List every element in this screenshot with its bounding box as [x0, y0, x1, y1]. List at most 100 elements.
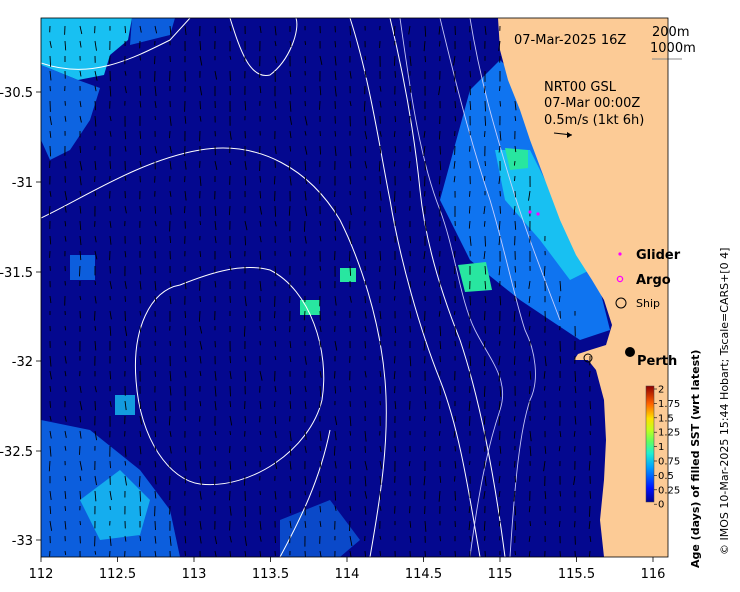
- current-vector: [379, 445, 382, 453]
- current-vector: [319, 325, 322, 332]
- plot-frame: [40, 17, 669, 558]
- current-vector: [94, 295, 97, 304]
- current-vector: [468, 55, 471, 62]
- current-vector: [439, 535, 441, 542]
- current-vector: [499, 85, 501, 91]
- current-vector: [499, 205, 501, 214]
- current-vector: [244, 370, 247, 382]
- current-vector: [529, 430, 532, 442]
- current-vector: [409, 355, 412, 367]
- current-vector: [453, 430, 456, 438]
- current-vector: [199, 340, 203, 350]
- current-vector: [469, 190, 471, 197]
- contour-north-1: [41, 18, 191, 70]
- current-vector: [378, 160, 381, 172]
- current-vector: [528, 280, 531, 289]
- current-vector: [199, 265, 201, 271]
- credit-text: © IMOS 10-Mar-2025 15:44 Hobart; Tscale=…: [718, 248, 731, 555]
- current-vector: [528, 310, 531, 317]
- current-vector: [469, 40, 471, 50]
- current-vector: [349, 160, 352, 169]
- current-vector: [274, 25, 277, 36]
- current-vector: [484, 310, 486, 321]
- current-vector: [139, 415, 143, 425]
- y-tick-label: -32.5: [0, 445, 33, 460]
- current-vector: [214, 400, 217, 411]
- land-western-australia: [498, 18, 668, 557]
- current-vector: [363, 100, 366, 112]
- x-tick-label: 115: [488, 567, 513, 582]
- current-vector: [124, 205, 127, 214]
- current-vector: [589, 400, 591, 410]
- current-vector: [408, 25, 411, 35]
- current-vector: [64, 475, 67, 482]
- current-vector: [319, 220, 322, 226]
- x-tick-label: 116: [641, 567, 666, 582]
- current-vector: [79, 295, 82, 301]
- current-vector: [349, 100, 352, 107]
- contour-eddy-inner: [134, 267, 325, 486]
- current-vector: [588, 370, 591, 378]
- current-vector: [64, 220, 67, 227]
- current-vector: [184, 25, 187, 36]
- current-vector: [244, 355, 247, 362]
- current-vector: [424, 385, 427, 394]
- current-vector: [229, 415, 233, 426]
- current-vector: [79, 445, 81, 455]
- current-vector: [304, 400, 307, 410]
- current-vector: [139, 535, 142, 542]
- current-vector: [334, 55, 337, 66]
- current-vector: [94, 190, 97, 197]
- current-vector: [139, 205, 141, 212]
- current-vector: [198, 310, 201, 322]
- current-vector: [438, 310, 441, 317]
- current-vector: [259, 400, 262, 409]
- current-vector: [409, 280, 412, 288]
- current-vector: [498, 505, 501, 517]
- current-vector: [289, 100, 292, 112]
- current-vector: [289, 430, 292, 442]
- current-vector: [79, 25, 83, 35]
- current-vector: [259, 430, 262, 435]
- current-vector: [199, 355, 202, 364]
- current-vector: [409, 310, 412, 319]
- current-vector: [109, 220, 112, 228]
- argo-legend-label: Argo: [636, 273, 671, 288]
- current-vector: [229, 55, 232, 60]
- current-vector: [513, 325, 516, 336]
- current-vector: [409, 175, 411, 181]
- ship-legend-label: Ship: [636, 297, 660, 310]
- y-tick-label: -30.5: [0, 86, 33, 101]
- contour-mid-1: [349, 18, 481, 557]
- current-vector: [409, 100, 412, 110]
- colorbar-tick-label: 0: [658, 500, 664, 511]
- current-vector: [513, 160, 516, 166]
- city-label: Perth: [637, 354, 677, 369]
- current-vector: [513, 310, 516, 322]
- current-vector: [124, 145, 127, 152]
- current-vector: [154, 55, 156, 65]
- current-vector: [214, 535, 218, 545]
- patch-south-blue: [280, 500, 360, 557]
- current-vector: [393, 130, 396, 138]
- current-vector: [468, 400, 471, 412]
- current-vector: [498, 415, 501, 426]
- current-vector: [379, 460, 383, 469]
- x-tick-label: 113.5: [252, 567, 289, 582]
- current-vector: [423, 340, 426, 351]
- current-vector: [139, 310, 142, 316]
- current-vector: [424, 400, 427, 410]
- current-vector: [364, 445, 366, 453]
- current-vector: [79, 460, 83, 471]
- current-vector: [109, 115, 112, 122]
- current-vector: [199, 475, 202, 486]
- current-vector: [498, 235, 501, 246]
- current-vector: [229, 25, 232, 32]
- current-vector: [334, 460, 337, 469]
- current-vector: [168, 415, 171, 426]
- current-vector: [289, 85, 292, 95]
- current-vector: [438, 430, 441, 436]
- bathymetry-lines: [399, 18, 561, 557]
- current-vector: [109, 400, 112, 407]
- current-vector: [139, 325, 142, 333]
